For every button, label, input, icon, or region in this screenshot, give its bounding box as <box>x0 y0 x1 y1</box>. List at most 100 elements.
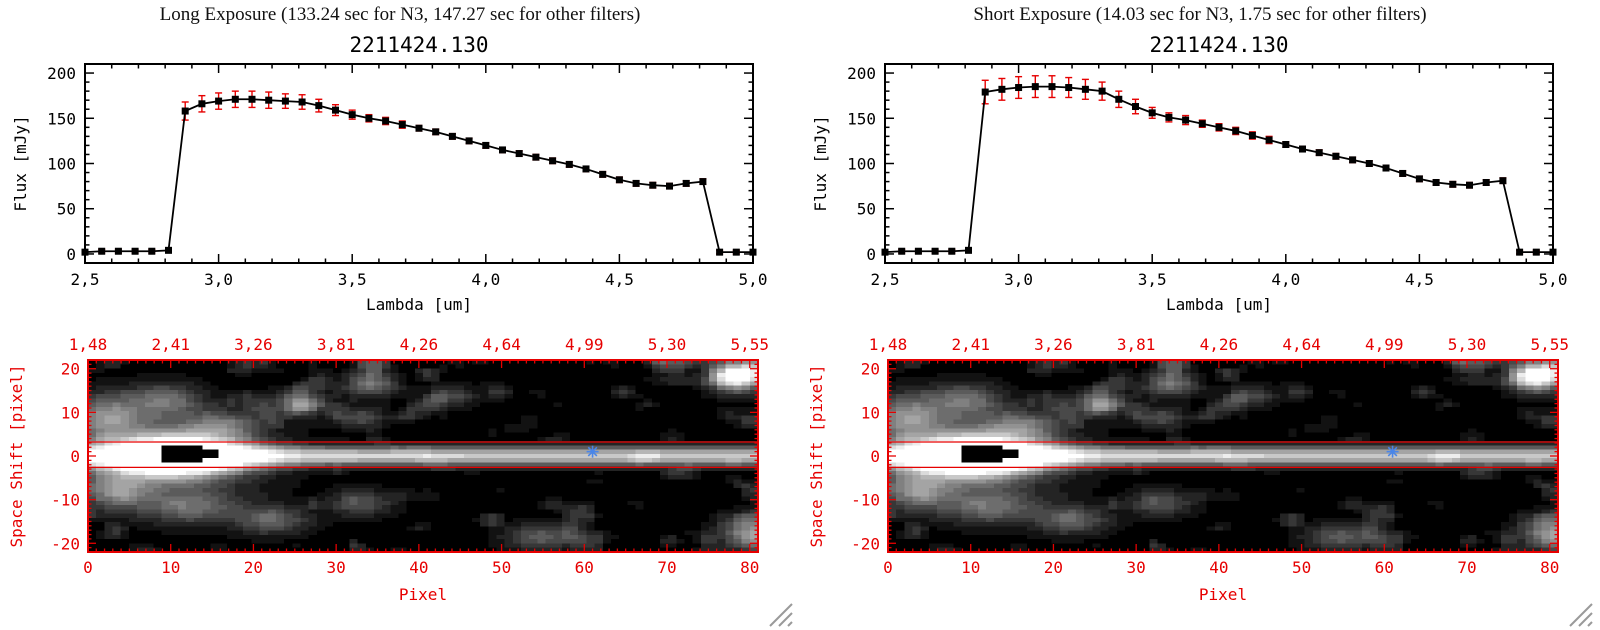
svg-text:-10: -10 <box>51 491 80 510</box>
spectrum-axis-labels: 2,5 3,0 3,5 4,0 4,5 5,0 0 50 100 150 200 Lambda [um… <box>811 64 1567 314</box>
svg-text:150: 150 <box>847 109 876 128</box>
svg-text:1,48: 1,48 <box>69 335 108 354</box>
flux-line <box>84 98 753 254</box>
target-asterisk-marker <box>1386 445 1399 458</box>
resize-grip[interactable] <box>1569 603 1593 627</box>
svg-text:4,0: 4,0 <box>471 270 500 289</box>
target-asterisk-marker <box>586 445 599 458</box>
spectrum-chart: 2,5 3,0 3,5 4,0 4,5 5,0 0 50 100 150 200 Lambda [um… <box>11 33 767 314</box>
aperture-lines <box>888 441 1558 468</box>
svg-text:50: 50 <box>857 200 876 219</box>
svg-text:20: 20 <box>244 558 263 577</box>
spectrum-ticks <box>84 64 754 263</box>
svg-text:5,55: 5,55 <box>1530 335 1569 354</box>
svg-text:4,26: 4,26 <box>400 335 439 354</box>
svg-text:4,64: 4,64 <box>482 335 521 354</box>
spectrum-axes-box <box>84 63 754 264</box>
image-axes-box <box>887 359 1559 553</box>
svg-text:3,5: 3,5 <box>1138 270 1167 289</box>
svg-text:3,81: 3,81 <box>317 335 356 354</box>
svg-text:3,0: 3,0 <box>204 270 233 289</box>
spectral-2d-image-short <box>888 360 1558 552</box>
image-axis-labels: 0 1,48 10 2,41 20 3,26 30 3,81 40 4,26 50 4,64 60 4,9… <box>807 335 1569 604</box>
svg-text:3,81: 3,81 <box>1117 335 1156 354</box>
svg-text:30: 30 <box>327 558 346 577</box>
plot-title: 2211424.130 <box>1149 33 1288 57</box>
svg-text:Pixel: Pixel <box>399 585 447 604</box>
svg-text:4,26: 4,26 <box>1200 335 1239 354</box>
svg-text:Flux [mJy]: Flux [mJy] <box>811 115 830 211</box>
image-plot-axes: 0 1,48 10 2,41 20 3,26 30 3,81 40 4,26 50 4,64 60 4,9… <box>7 335 769 604</box>
image-ticks <box>87 359 758 553</box>
svg-text:20: 20 <box>61 360 80 379</box>
svg-text:30: 30 <box>1127 558 1146 577</box>
svg-text:60: 60 <box>575 558 594 577</box>
svg-text:4,99: 4,99 <box>565 335 604 354</box>
svg-text:4,5: 4,5 <box>1405 270 1434 289</box>
svg-text:Flux [mJy]: Flux [mJy] <box>11 115 30 211</box>
svg-text:2,5: 2,5 <box>71 270 100 289</box>
svg-text:80: 80 <box>740 558 759 577</box>
svg-text:4,5: 4,5 <box>605 270 634 289</box>
svg-text:0: 0 <box>870 447 880 466</box>
image-axis-labels: 0 1,48 10 2,41 20 3,26 30 3,81 40 4,26 50 4,64 60 4,9… <box>7 335 769 604</box>
svg-text:0: 0 <box>83 558 93 577</box>
plot-title: 2211424.130 <box>349 33 488 57</box>
spectrum-axis-labels: 2,5 3,0 3,5 4,0 4,5 5,0 0 50 100 150 200 Lambda [um… <box>11 64 767 314</box>
svg-text:50: 50 <box>492 558 511 577</box>
svg-text:-20: -20 <box>851 534 880 553</box>
svg-text:10: 10 <box>161 558 180 577</box>
svg-text:100: 100 <box>847 155 876 174</box>
svg-text:3,26: 3,26 <box>1034 335 1073 354</box>
spectrum-chart: 2,5 3,0 3,5 4,0 4,5 5,0 0 50 100 150 200 Lambda [um… <box>811 33 1567 314</box>
svg-text:70: 70 <box>657 558 676 577</box>
image-ticks <box>887 359 1558 553</box>
error-bars <box>81 90 757 255</box>
svg-text:4,99: 4,99 <box>1365 335 1404 354</box>
resize-grip[interactable] <box>769 603 793 627</box>
svg-text:5,30: 5,30 <box>1448 335 1487 354</box>
svg-text:40: 40 <box>1209 558 1228 577</box>
svg-text:-20: -20 <box>51 534 80 553</box>
panel-short-exposure: 2,5 3,0 3,5 4,0 4,5 5,0 0 50 100 150 200 Lambda [um… <box>800 0 1600 630</box>
svg-text:100: 100 <box>47 155 76 174</box>
panel-long-exposure: 2,5 3,0 3,5 4,0 4,5 5,0 0 50 100 150 200 Lambda [um… <box>7 4 793 627</box>
svg-text:Lambda [um]: Lambda [um] <box>1166 295 1272 314</box>
svg-text:1,48: 1,48 <box>869 335 908 354</box>
svg-text:50: 50 <box>1292 558 1311 577</box>
svg-text:200: 200 <box>47 64 76 83</box>
svg-text:0: 0 <box>883 558 893 577</box>
flux-line <box>884 85 1553 254</box>
svg-text:20: 20 <box>861 360 880 379</box>
image-plot-axes: 0 1,48 10 2,41 20 3,26 30 3,81 40 4,26 50 4,64 60 4,9… <box>807 335 1569 604</box>
svg-text:Space Shift [pixel]: Space Shift [pixel] <box>7 364 26 547</box>
svg-text:4,64: 4,64 <box>1282 335 1321 354</box>
svg-text:60: 60 <box>1375 558 1394 577</box>
svg-text:5,0: 5,0 <box>739 270 768 289</box>
svg-text:2,41: 2,41 <box>151 335 190 354</box>
svg-text:Pixel: Pixel <box>1199 585 1247 604</box>
svg-text:5,0: 5,0 <box>1539 270 1568 289</box>
svg-text:-10: -10 <box>851 491 880 510</box>
svg-text:10: 10 <box>961 558 980 577</box>
svg-text:150: 150 <box>47 109 76 128</box>
svg-text:10: 10 <box>61 403 80 422</box>
svg-text:70: 70 <box>1457 558 1476 577</box>
spectrum-ticks <box>884 64 1554 263</box>
svg-text:2,41: 2,41 <box>951 335 990 354</box>
svg-text:2,5: 2,5 <box>871 270 900 289</box>
svg-text:3,0: 3,0 <box>1004 270 1033 289</box>
svg-text:50: 50 <box>57 200 76 219</box>
svg-text:0: 0 <box>866 245 876 264</box>
plots-overlay-long: 2,5 3,0 3,5 4,0 4,5 5,0 0 50 100 150 200 Lambda [um… <box>7 33 793 627</box>
svg-text:Lambda [um]: Lambda [um] <box>366 295 472 314</box>
svg-text:Space Shift [pixel]: Space Shift [pixel] <box>807 364 826 547</box>
exposure-title-long: Long Exposure (133.24 sec for N3, 147.27… <box>159 4 641 25</box>
svg-text:40: 40 <box>409 558 428 577</box>
svg-text:3,5: 3,5 <box>338 270 367 289</box>
svg-text:10: 10 <box>861 403 880 422</box>
aperture-lines <box>88 441 758 468</box>
error-bars <box>881 75 1557 255</box>
